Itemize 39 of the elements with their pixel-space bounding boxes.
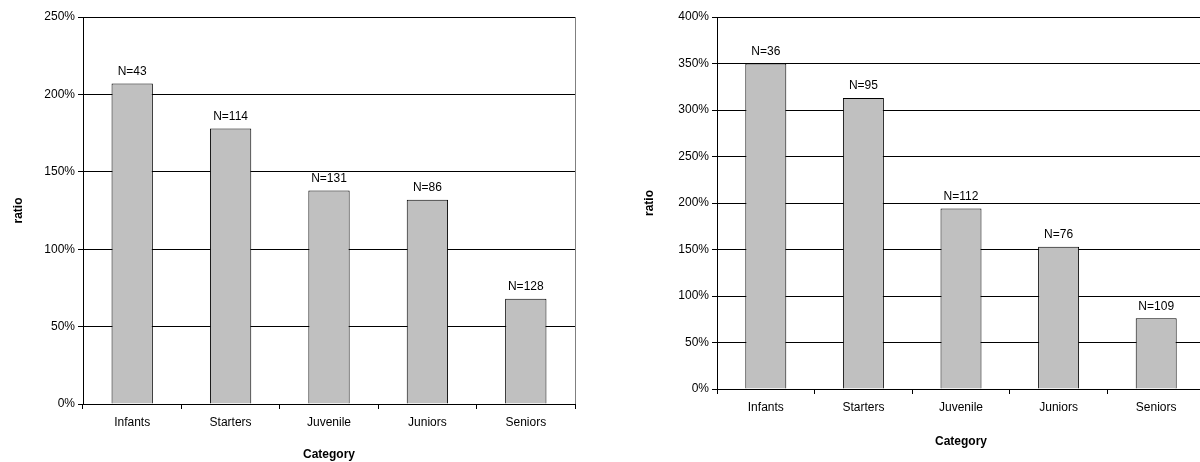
- y-tick-label: 200%: [44, 86, 76, 101]
- x-tick-label: Starters: [842, 399, 885, 414]
- y-axis-title: ratio: [641, 189, 656, 217]
- x-tick-label: Juvenile: [938, 399, 984, 414]
- annotation: N=36: [751, 43, 781, 58]
- x-tick-label: Infants: [747, 399, 784, 414]
- annotation: N=128: [507, 279, 544, 294]
- x-tick-label: Juniors: [1039, 399, 1078, 414]
- x-tick-label: Juvenile: [306, 414, 352, 429]
- y-axis-title: ratio: [10, 197, 25, 224]
- annotation: N=86: [412, 179, 443, 194]
- x-tick-label: Infants: [114, 414, 151, 429]
- y-tick-label: 400%: [678, 9, 710, 24]
- annotation: N=43: [117, 63, 148, 78]
- y-tick-label: 250%: [678, 148, 710, 163]
- x-tick-label: Seniors: [505, 414, 547, 429]
- y-tick-label: 150%: [678, 241, 710, 256]
- y-tick-label: 300%: [678, 102, 710, 117]
- y-tick-label: 200%: [678, 195, 710, 210]
- y-tick-label: 0%: [57, 396, 76, 411]
- annotation: N=114: [213, 108, 249, 123]
- y-tick-label: 0%: [691, 381, 710, 396]
- x-tick-label: Starters: [209, 414, 252, 429]
- y-tick-label: 100%: [678, 288, 710, 303]
- x-axis-title: Category: [934, 434, 988, 449]
- y-tick-label: 150%: [44, 164, 76, 179]
- y-tick-label: 250%: [44, 9, 76, 24]
- y-tick-label: 50%: [684, 334, 710, 349]
- x-tick-label: Juniors: [408, 414, 447, 429]
- x-tick-label: Seniors: [1135, 399, 1177, 414]
- annotation: N=112: [943, 188, 979, 203]
- y-tick-label: 50%: [50, 318, 76, 333]
- y-tick-label: 350%: [678, 55, 710, 70]
- y-tick-label: 100%: [44, 241, 76, 256]
- x-axis-title: Category: [302, 447, 356, 462]
- annotation: N=95: [848, 78, 879, 93]
- annotation: N=109: [1138, 298, 1175, 313]
- annotation: N=131: [311, 170, 348, 185]
- annotation: N=76: [1044, 227, 1074, 242]
